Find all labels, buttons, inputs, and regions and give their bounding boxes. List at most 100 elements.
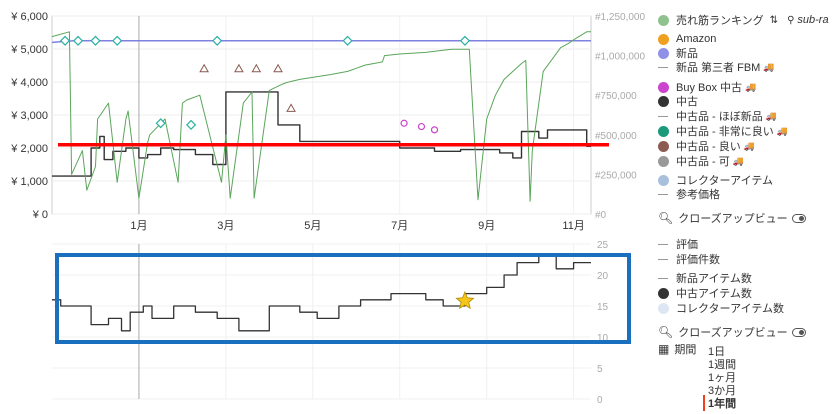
marker-very-good (72, 35, 84, 46)
series-sales-rank (51, 31, 591, 202)
toggle-switch-icon[interactable] (791, 213, 806, 223)
legend-dot (658, 14, 669, 26)
legend-dot (658, 174, 669, 186)
legend-item-buybox-used[interactable]: Buy Box 中古 🚚 (658, 80, 756, 94)
marker-good (234, 63, 244, 73)
legend-dash (658, 277, 668, 279)
truck-icon: 🚚 (732, 155, 744, 166)
legend-label: コレクターアイテム (676, 175, 774, 187)
y-right-tick-label: #1,000,000 (595, 52, 645, 63)
marker-good (273, 63, 283, 73)
marker-very-good (155, 118, 166, 129)
price-chart: ¥ 0 ¥ 1,000 ¥ 2,000 ¥ 3,000 ¥ 4,000 ¥ 5,000 ¥ … (10, 11, 645, 232)
legend-label: 中古アイテム数 (676, 288, 752, 300)
y-tick-label: 10 (597, 333, 609, 344)
legend-item-new[interactable]: 新品 (658, 46, 698, 60)
legend-item-used[interactable]: 中古 (658, 94, 698, 108)
legend-label: Amazon (676, 33, 717, 45)
marker-very-good (459, 35, 471, 46)
marker-buybox-used (400, 119, 408, 127)
legend-dot (658, 81, 669, 93)
series-new (51, 40, 591, 44)
truck-icon: 🚚 (763, 61, 775, 72)
legend-label: 売れ筋ランキング (676, 15, 764, 27)
legend-label: 中古品 - ほぼ新品 (676, 111, 763, 123)
legend-dash (658, 243, 668, 245)
x-tick-label: 11月 (562, 220, 584, 232)
legend-label: 新品 第三者 FBM (676, 62, 761, 74)
y-tick-label: 0 (597, 395, 603, 406)
legend-item-used-very-good[interactable]: 中古品 - 非常に良い 🚚 (658, 124, 788, 138)
legend-item-used-good[interactable]: 中古品 - 良い 🚚 (658, 139, 755, 153)
legend-label: 評価 (676, 239, 698, 251)
y-right-tick-label: #0 (595, 210, 607, 221)
x-tick-label: 3月 (217, 220, 234, 232)
series-used-offer-count (52, 255, 591, 332)
truck-icon: 🚚 (743, 140, 755, 151)
legend-dot (658, 33, 669, 45)
legend-item-amazon[interactable]: Amazon (658, 32, 716, 46)
x-tick-label: 5月 (304, 220, 321, 232)
calendar-icon: ▦ (658, 342, 670, 356)
period-option-1d[interactable]: 1日 (708, 346, 726, 358)
y-right-tick-label: #1,250,000 (595, 12, 645, 23)
legend-label: 新品アイテム数 (676, 273, 752, 285)
y-right-tick-label: #500,000 (595, 131, 637, 142)
marker-good (251, 63, 262, 73)
x-tick-label: 1月 (130, 220, 147, 232)
y-tick-label: 20 (597, 271, 609, 282)
legend-dot (658, 155, 669, 167)
period-header: ▦ 期間 (658, 342, 696, 356)
legend-item-used-like-new[interactable]: 中古品 - ほぼ新品 🚚 (658, 109, 777, 123)
legend-item-sales-rank[interactable]: 売れ筋ランキング ⇅ ⚲ sub-ra (658, 13, 829, 27)
period-option-1y-selected[interactable]: 1年間 (703, 395, 736, 411)
legend-item-collectible[interactable]: コレクターアイテム (658, 173, 773, 187)
x-tick-label: 7月 (391, 220, 408, 232)
legend-item-new-fbm[interactable]: 新品 第三者 FBM 🚚 (658, 60, 775, 74)
closeup-toggle-bottom[interactable]: 🔍︎ クローズアップビュー (658, 325, 806, 339)
legend-item-collectible-count[interactable]: コレクターアイテム数 (658, 301, 784, 315)
legend-dot (658, 140, 669, 152)
sub-range-label: sub-ra (797, 14, 829, 26)
legend-item-rating-count[interactable]: 評価件数 (658, 252, 720, 266)
truck-icon: 🚚 (765, 110, 777, 121)
legend-dot (658, 95, 669, 107)
legend-label: 評価件数 (676, 254, 720, 266)
marker-buybox-used (430, 126, 439, 134)
legend-label: コレクターアイテム数 (676, 303, 785, 315)
legend-item-new-offer-count[interactable]: 新品アイテム数 (658, 271, 752, 285)
legend-item-used-acceptable[interactable]: 中古品 - 可 🚚 (658, 154, 744, 168)
marker-very-good (186, 119, 197, 130)
legend-dot (658, 302, 669, 314)
y-tick-label: 25 (597, 240, 609, 251)
toggle-switch-icon[interactable] (791, 327, 806, 337)
legend-item-list-price[interactable]: 参考価格 (658, 187, 720, 201)
marker-very-good (59, 35, 71, 46)
legend-dash (658, 66, 668, 68)
period-label: 期間 (674, 344, 697, 356)
period-option-1w[interactable]: 1週間 (708, 359, 737, 371)
highlight-box (55, 253, 631, 344)
legend-item-used-offer-count[interactable]: 中古アイテム数 (658, 286, 752, 300)
period-option-3m[interactable]: 3か月 (708, 385, 737, 397)
y-right-tick-label: #750,000 (595, 91, 637, 102)
legend-dot (658, 47, 669, 59)
marker-very-good (342, 35, 353, 46)
legend-label: Buy Box 中古 (676, 82, 743, 94)
y-left-tick-label: ¥ 1,000 (10, 176, 48, 188)
marker-buybox-used (417, 122, 426, 131)
marker-very-good (90, 35, 101, 46)
y-left-tick-label: ¥ 3,000 (10, 110, 48, 122)
period-option-1m[interactable]: 1ヶ月 (708, 372, 737, 384)
plot-frame (52, 244, 591, 399)
legend-label: 中古品 - 可 (676, 156, 730, 168)
magnifier-icon: 🔍︎ (658, 211, 674, 225)
magnifier-icon: 🔍︎ (658, 325, 674, 339)
legend-dash (658, 193, 668, 195)
y-left-tick-label: ¥ 5,000 (10, 44, 48, 56)
legend-label: 中古品 - 非常に良い (676, 126, 774, 138)
closeup-toggle-top[interactable]: 🔍︎ クローズアップビュー (658, 211, 806, 225)
legend-label: 中古品 - 良い (676, 141, 741, 153)
legend-item-rating[interactable]: 評価 (658, 237, 698, 251)
